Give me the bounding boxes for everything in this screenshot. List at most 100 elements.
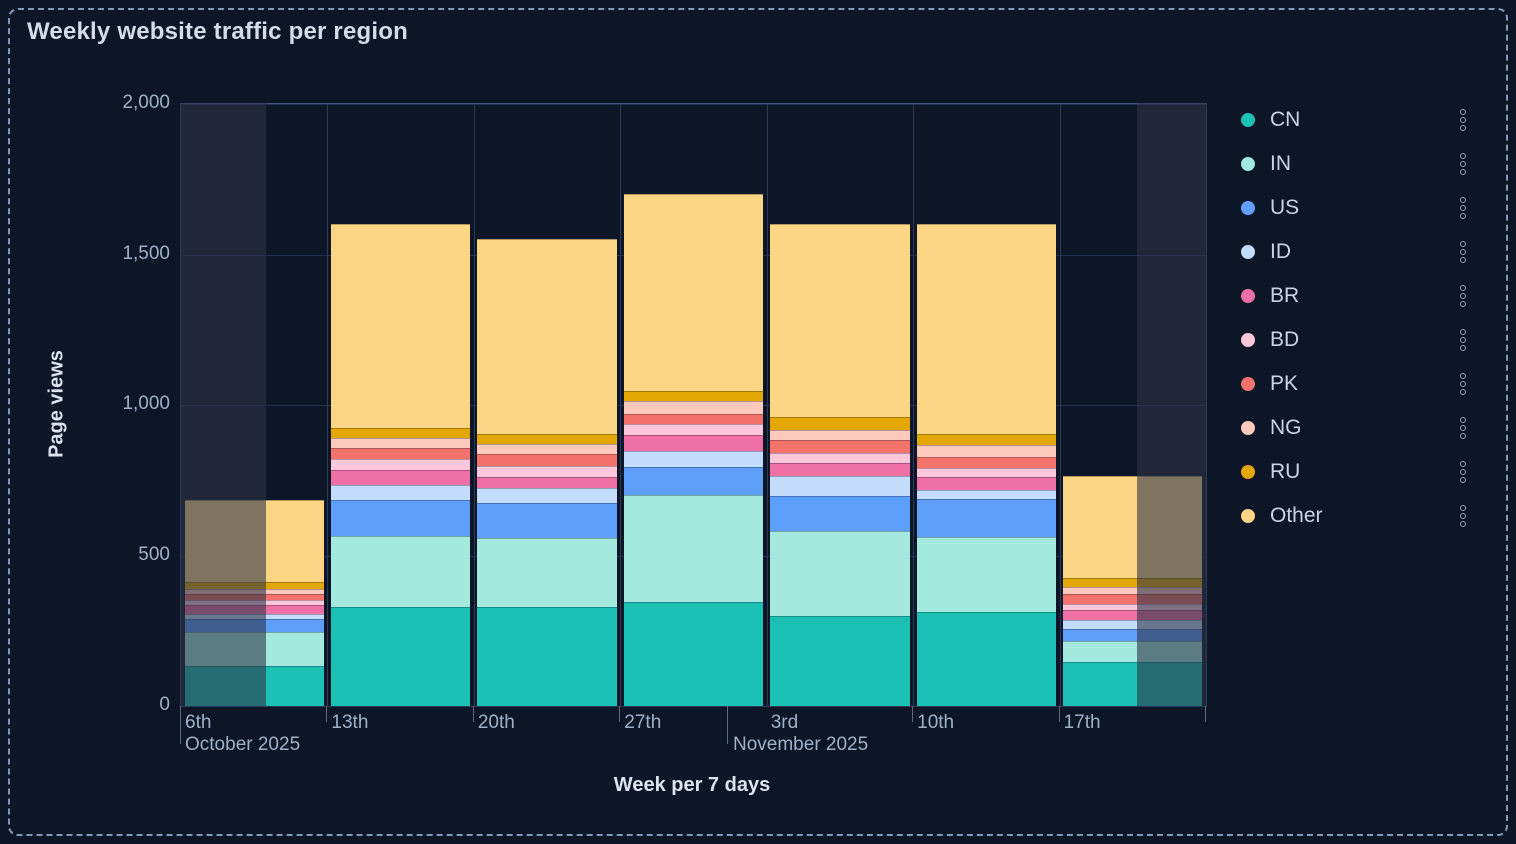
bar-segment-NG[interactable]	[770, 430, 910, 441]
legend-item-BR[interactable]: BR	[1241, 274, 1481, 318]
bar-segment-Other[interactable]	[330, 224, 471, 428]
legend-item-ID[interactable]: ID	[1241, 230, 1481, 274]
bar-segment-RU[interactable]	[916, 434, 1057, 446]
x-tick-mark	[619, 706, 621, 722]
bar-segment-Other[interactable]	[184, 499, 324, 582]
bar-segment-BD[interactable]	[623, 423, 764, 436]
bar-segment-CN[interactable]	[770, 616, 910, 706]
bar-segment-NG[interactable]	[330, 438, 471, 448]
legend-item-IN[interactable]: IN	[1241, 142, 1481, 186]
bar-segment-ID[interactable]	[1063, 620, 1203, 629]
bar-segment-NG[interactable]	[1063, 586, 1203, 595]
bar-segment-BR[interactable]	[916, 476, 1057, 491]
bar-segment-PK[interactable]	[916, 457, 1057, 468]
bar-segment-CN[interactable]	[477, 606, 617, 706]
legend-item-menu-icon[interactable]	[1457, 501, 1469, 531]
bar-segment-BR[interactable]	[477, 476, 617, 489]
legend-item-PK[interactable]: PK	[1241, 362, 1481, 406]
legend-item-menu-icon[interactable]	[1457, 281, 1469, 311]
bar-segment-PK[interactable]	[184, 593, 324, 601]
bar-segment-PK[interactable]	[623, 413, 764, 424]
bar-segment-BD[interactable]	[477, 466, 617, 477]
legend-item-menu-icon[interactable]	[1457, 325, 1469, 355]
bar-segment-ID[interactable]	[770, 476, 910, 496]
bar-segment-ID[interactable]	[916, 490, 1057, 499]
bar-segment-US[interactable]	[770, 495, 910, 532]
kebab-circle	[1460, 469, 1466, 475]
bar-segment-US[interactable]	[623, 466, 764, 496]
bar-segment-IN[interactable]	[477, 537, 617, 607]
bar-segment-NG[interactable]	[623, 400, 764, 414]
bar-segment-PK[interactable]	[770, 440, 910, 453]
bar-segment-Other[interactable]	[916, 224, 1057, 435]
bar-segment-ID[interactable]	[330, 484, 471, 501]
bar-segment-US[interactable]	[330, 500, 471, 536]
legend-item-menu-icon[interactable]	[1457, 237, 1469, 267]
bar-segment-BD[interactable]	[330, 459, 471, 471]
bar-segment-RU[interactable]	[477, 434, 617, 444]
bar-segment-RU[interactable]	[623, 391, 764, 401]
bar-segment-NG[interactable]	[477, 443, 617, 455]
bar-segment-Other[interactable]	[1063, 475, 1203, 579]
bar-segment-CN[interactable]	[623, 601, 764, 706]
bar-segment-RU[interactable]	[1063, 578, 1203, 587]
bar-segment-Other[interactable]	[623, 194, 764, 392]
legend-item-menu-icon[interactable]	[1457, 105, 1469, 135]
month-label: October 2025	[185, 734, 301, 755]
bar-segment-IN[interactable]	[330, 535, 471, 607]
legend-item-RU[interactable]: RU	[1241, 450, 1481, 494]
bar-segment-BR[interactable]	[330, 470, 471, 485]
bar-segment-US[interactable]	[184, 618, 324, 632]
bar-segment-ID[interactable]	[184, 613, 324, 619]
bar-segment-BR[interactable]	[184, 605, 324, 614]
kebab-circle	[1460, 125, 1466, 131]
legend-item-CN[interactable]: CN	[1241, 98, 1481, 142]
bar-segment-CN[interactable]	[1063, 662, 1203, 706]
bar-segment-PK[interactable]	[1063, 594, 1203, 605]
bar-segment-BD[interactable]	[1063, 604, 1203, 611]
bar-segment-BR[interactable]	[770, 462, 910, 477]
legend-item-menu-icon[interactable]	[1457, 457, 1469, 487]
bar-segment-IN[interactable]	[623, 495, 764, 602]
bar-segment-PK[interactable]	[477, 454, 617, 467]
bar-segment-RU[interactable]	[770, 417, 910, 431]
legend-swatch-icon	[1241, 245, 1255, 259]
legend-label: RU	[1270, 460, 1301, 483]
bar-segment-NG[interactable]	[916, 445, 1057, 458]
bar-segment-US[interactable]	[1063, 628, 1203, 641]
kebab-circle	[1460, 161, 1466, 167]
bar-segment-IN[interactable]	[1063, 641, 1203, 663]
bar-segment-Other[interactable]	[477, 239, 617, 435]
bar-segment-BD[interactable]	[916, 467, 1057, 477]
bar-segment-US[interactable]	[477, 502, 617, 538]
bar-segment-IN[interactable]	[184, 631, 324, 666]
bar-segment-ID[interactable]	[477, 488, 617, 503]
legend-item-US[interactable]: US	[1241, 186, 1481, 230]
bar-segment-IN[interactable]	[770, 531, 910, 617]
legend-label: Other	[1270, 504, 1323, 527]
legend-item-Other[interactable]: Other	[1241, 494, 1481, 538]
bar-segment-CN[interactable]	[184, 665, 324, 706]
bar-segment-BR[interactable]	[1063, 610, 1203, 621]
legend-item-menu-icon[interactable]	[1457, 413, 1469, 443]
bar-segment-ID[interactable]	[623, 450, 764, 467]
legend-item-BD[interactable]: BD	[1241, 318, 1481, 362]
bar-segment-BR[interactable]	[623, 435, 764, 451]
bar-segment-Other[interactable]	[770, 224, 910, 418]
legend-item-menu-icon[interactable]	[1457, 149, 1469, 179]
bar-segment-CN[interactable]	[916, 611, 1057, 706]
kebab-circle	[1460, 389, 1466, 395]
legend-item-menu-icon[interactable]	[1457, 193, 1469, 223]
bar-segment-RU[interactable]	[184, 582, 324, 590]
bar-segment-NG[interactable]	[184, 589, 324, 594]
kebab-circle	[1460, 505, 1466, 511]
bar-segment-PK[interactable]	[330, 447, 471, 460]
bar-segment-US[interactable]	[916, 498, 1057, 538]
bar-segment-BD[interactable]	[184, 600, 324, 606]
bar-segment-CN[interactable]	[330, 606, 471, 706]
legend-item-NG[interactable]: NG	[1241, 406, 1481, 450]
bar-segment-RU[interactable]	[330, 427, 471, 439]
legend-item-menu-icon[interactable]	[1457, 369, 1469, 399]
bar-segment-IN[interactable]	[916, 537, 1057, 612]
bar-segment-BD[interactable]	[770, 452, 910, 463]
